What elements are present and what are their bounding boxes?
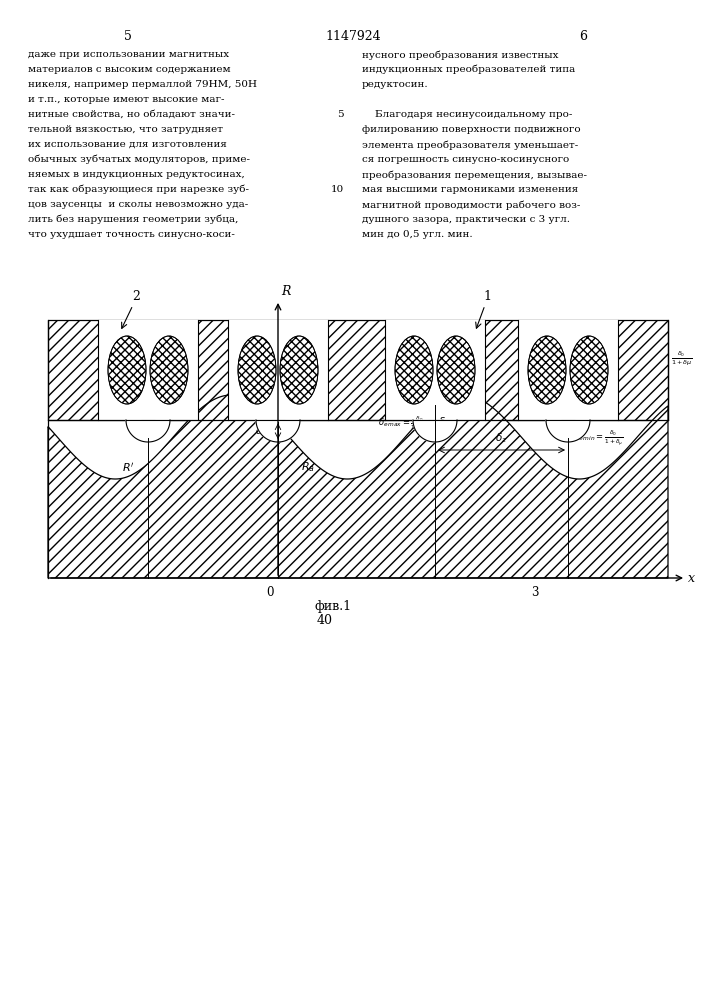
Text: даже при использовании магнитных: даже при использовании магнитных xyxy=(28,50,229,59)
Text: $\delta_m$: $\delta_m$ xyxy=(255,424,270,438)
Bar xyxy=(561,420,575,438)
Text: цов заусенцы  и сколы невозможно уда-: цов заусенцы и сколы невозможно уда- xyxy=(28,200,248,209)
Text: тельной вязкостью, что затрудняет: тельной вязкостью, что затрудняет xyxy=(28,125,223,134)
Text: их использование для изготовления: их использование для изготовления xyxy=(28,140,227,149)
Polygon shape xyxy=(413,420,457,442)
Bar xyxy=(141,420,155,438)
Text: $\delta_z$: $\delta_z$ xyxy=(496,431,508,445)
Text: $R_a$: $R_a$ xyxy=(301,460,315,474)
Ellipse shape xyxy=(528,336,566,404)
Polygon shape xyxy=(48,320,668,420)
Text: $\delta_0$: $\delta_0$ xyxy=(438,415,450,429)
Text: 2: 2 xyxy=(132,290,140,303)
Ellipse shape xyxy=(238,336,276,404)
Bar xyxy=(385,320,485,420)
Text: редуктосин.: редуктосин. xyxy=(362,80,428,89)
Text: никеля, например пермаллой 79НМ, 50Н: никеля, например пермаллой 79НМ, 50Н xyxy=(28,80,257,89)
Text: R: R xyxy=(281,285,291,298)
Text: няемых в индукционных редуктосинах,: няемых в индукционных редуктосинах, xyxy=(28,170,245,179)
Text: 1147924: 1147924 xyxy=(325,30,381,43)
Text: 10: 10 xyxy=(331,185,344,194)
Text: элемента преобразователя уменьшает-: элемента преобразователя уменьшает- xyxy=(362,140,578,149)
Text: так как образующиеся при нарезке зуб-: так как образующиеся при нарезке зуб- xyxy=(28,185,249,194)
Text: 1: 1 xyxy=(483,290,491,303)
Bar xyxy=(428,420,442,438)
Text: $\delta_{e\,min}=\frac{\delta_0}{1+\delta_\mu}$: $\delta_{e\,min}=\frac{\delta_0}{1+\delt… xyxy=(573,428,624,448)
Bar xyxy=(518,320,618,420)
Text: 0: 0 xyxy=(267,586,274,599)
Text: Благодаря несинусоидальному про-: Благодаря несинусоидальному про- xyxy=(362,110,573,119)
Text: 3: 3 xyxy=(531,586,539,599)
Ellipse shape xyxy=(395,336,433,404)
Text: что ухудшает точность синусно-коси-: что ухудшает точность синусно-коси- xyxy=(28,230,235,239)
Text: филированию поверхности подвижного: филированию поверхности подвижного xyxy=(362,125,580,134)
Text: магнитной проводимости рабочего воз-: магнитной проводимости рабочего воз- xyxy=(362,200,580,210)
Text: $\frac{\delta_0}{1+\delta\mu}$: $\frac{\delta_0}{1+\delta\mu}$ xyxy=(671,350,693,368)
Polygon shape xyxy=(546,420,590,442)
Text: материалов с высоким содержанием: материалов с высоким содержанием xyxy=(28,65,230,74)
Ellipse shape xyxy=(570,336,608,404)
Polygon shape xyxy=(48,395,668,578)
Ellipse shape xyxy=(108,336,146,404)
Text: преобразования перемещения, вызывае-: преобразования перемещения, вызывае- xyxy=(362,170,587,180)
Polygon shape xyxy=(256,420,300,442)
Text: x: x xyxy=(688,572,695,584)
Text: 5: 5 xyxy=(337,110,344,119)
Text: мая высшими гармониками изменения: мая высшими гармониками изменения xyxy=(362,185,578,194)
Ellipse shape xyxy=(437,336,475,404)
Text: 6: 6 xyxy=(579,30,587,43)
Text: и т.п., которые имеют высокие маг-: и т.п., которые имеют высокие маг- xyxy=(28,95,225,104)
Text: $\delta_{e\,max}=\frac{\delta_0}{1+\delta_\mu}$: $\delta_{e\,max}=\frac{\delta_0}{1+\delt… xyxy=(378,415,430,434)
Text: нитные свойства, но обладают значи-: нитные свойства, но обладают значи- xyxy=(28,110,235,119)
Text: 40: 40 xyxy=(317,614,333,627)
Text: индукционных преобразователей типа: индукционных преобразователей типа xyxy=(362,65,575,75)
Text: 5: 5 xyxy=(124,30,132,43)
Text: обычных зубчатых модуляторов, приме-: обычных зубчатых модуляторов, приме- xyxy=(28,155,250,164)
Text: нусного преобразования известных: нусного преобразования известных xyxy=(362,50,559,60)
Text: мин до 0,5 угл. мин.: мин до 0,5 угл. мин. xyxy=(362,230,472,239)
Bar xyxy=(271,420,285,438)
Bar xyxy=(228,320,328,420)
Text: душного зазора, практически с 3 угл.: душного зазора, практически с 3 угл. xyxy=(362,215,570,224)
Text: лить без нарушения геометрии зубца,: лить без нарушения геометрии зубца, xyxy=(28,215,238,225)
Ellipse shape xyxy=(280,336,318,404)
Text: фив.1: фив.1 xyxy=(315,600,351,613)
Polygon shape xyxy=(126,420,170,442)
Bar xyxy=(98,320,198,420)
Text: $R'$: $R'$ xyxy=(122,460,134,474)
Ellipse shape xyxy=(150,336,188,404)
Text: ся погрешность синусно-косинусного: ся погрешность синусно-косинусного xyxy=(362,155,569,164)
